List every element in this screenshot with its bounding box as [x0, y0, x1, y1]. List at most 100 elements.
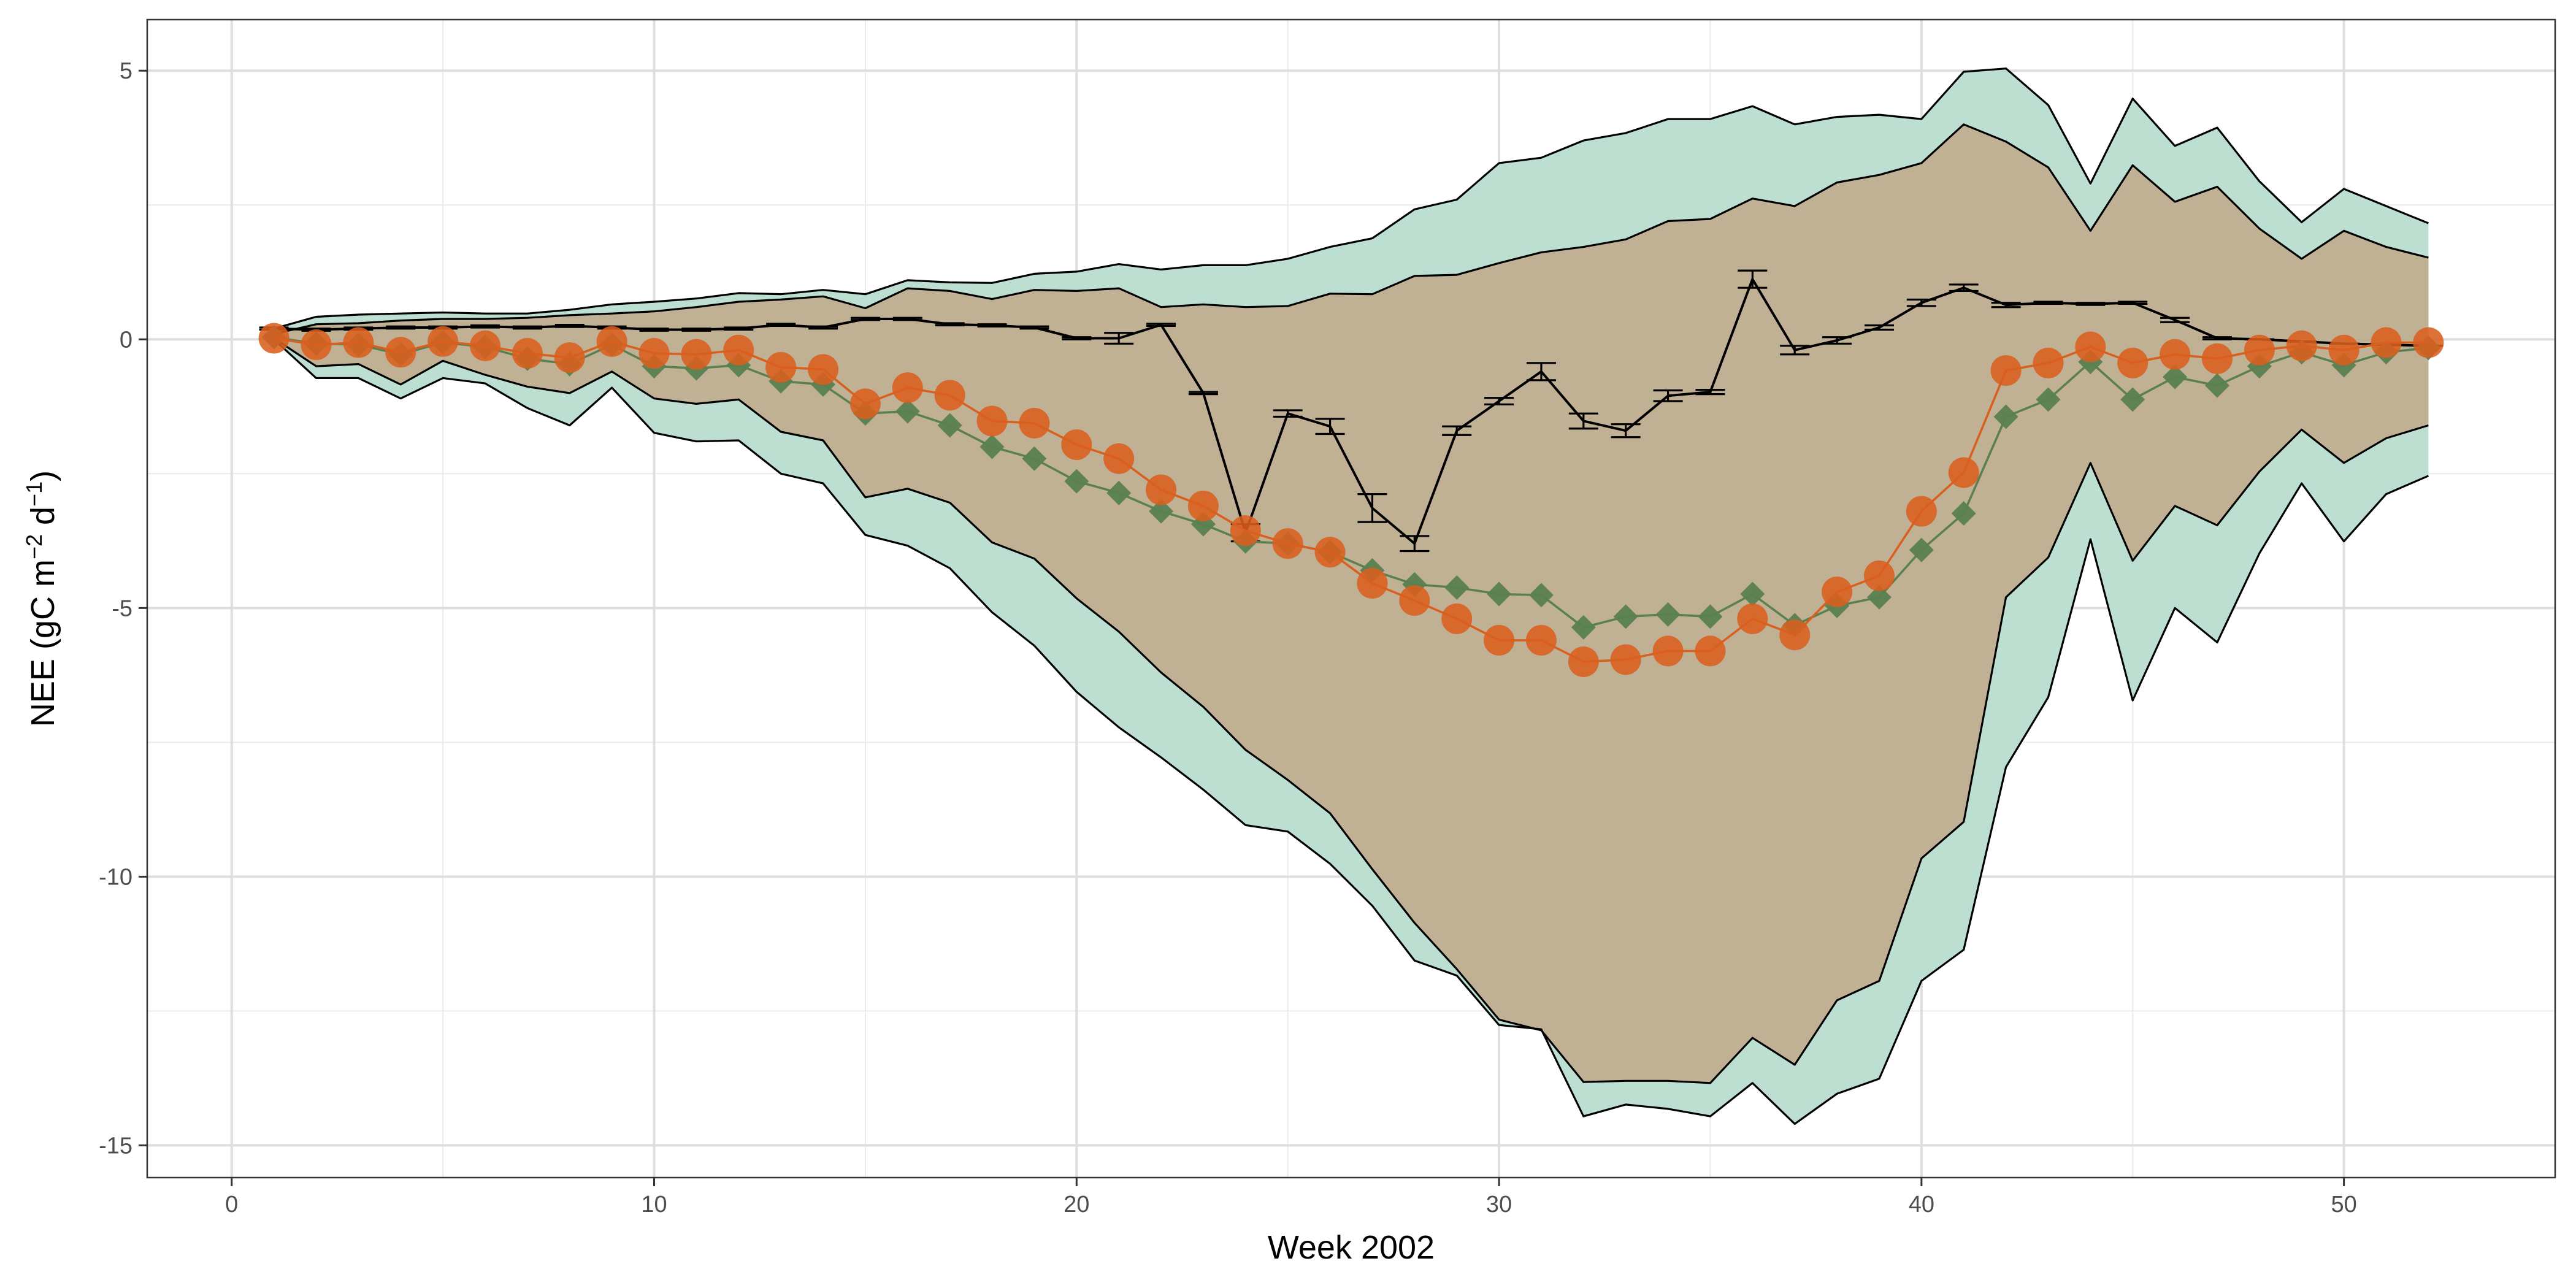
y-axis-ticks: -15 -10 -5 0 5 [99, 58, 147, 1159]
y-axis-title-sup1: −2 [21, 534, 47, 559]
circle-point [723, 334, 754, 366]
y-tick-label: -10 [99, 864, 132, 890]
circle-point [1441, 603, 1473, 634]
circle-point [1357, 568, 1388, 599]
circle-point [934, 380, 965, 411]
circle-point [1525, 624, 1557, 656]
circle-point [301, 329, 332, 361]
y-tick-label: -15 [99, 1133, 132, 1159]
diamond-point [1444, 575, 1470, 600]
band-edge-outer-upper [274, 67, 2429, 330]
x-tick-label: 50 [2331, 1192, 2356, 1217]
y-tick-label: 5 [120, 58, 132, 84]
circle-point [554, 342, 585, 374]
circle-point [1948, 457, 1979, 488]
diamond-point [1993, 404, 2018, 429]
x-tick-label: 10 [641, 1192, 667, 1217]
diamond-point [1951, 501, 1976, 526]
errorbar-series-line [274, 278, 2429, 545]
circle-point [343, 327, 374, 358]
circle-point [1187, 490, 1219, 521]
panel-border [146, 18, 2556, 1179]
circle-point [1779, 619, 1811, 651]
diamond-point [2204, 373, 2229, 398]
diamond-point [937, 413, 962, 438]
circle-series-line [274, 337, 2429, 663]
circle-point [2286, 330, 2317, 361]
circle-point [892, 372, 923, 404]
diamond-point [895, 399, 920, 424]
x-tick-label: 30 [1486, 1192, 1512, 1217]
diamond-point [1106, 480, 1132, 505]
diamond-point [1571, 615, 1596, 640]
circle-point [849, 388, 881, 420]
diamond-point [979, 434, 1005, 459]
x-tick-label: 40 [1909, 1192, 1934, 1217]
circle-point [2201, 343, 2233, 374]
circle-point [1272, 528, 1303, 559]
band-edge-inner-lower [273, 337, 2429, 1084]
circle-point [1399, 585, 1430, 616]
circle-point [2328, 334, 2359, 366]
x-axis-title: Week 2002 [1268, 1229, 1435, 1266]
diamond-point [1487, 581, 1512, 607]
diamond-point [1909, 537, 1934, 562]
x-tick-label: 20 [1064, 1192, 1089, 1217]
diamond-point [2036, 387, 2061, 412]
diamond-series-line [274, 336, 2429, 629]
circle-point [1103, 443, 1135, 474]
circle-point [2371, 327, 2402, 358]
circle-point [427, 326, 459, 357]
y-axis-title-end: ) [25, 470, 61, 481]
diamond-point [1149, 499, 1174, 524]
circle-point [2075, 331, 2106, 362]
y-axis-title-mid: d [25, 507, 61, 534]
circle-point [1695, 635, 1726, 667]
diamond-point [1613, 604, 1638, 629]
circle-point [512, 338, 543, 369]
diamond-point [2163, 364, 2188, 389]
circle-point [1737, 603, 1768, 634]
circle-point [2244, 334, 2275, 366]
band-edge-inner-upper [274, 123, 2429, 335]
circle-point [976, 405, 1008, 437]
circle-point [1484, 624, 1515, 656]
y-axis-title-main: NEE (gC m [25, 559, 61, 727]
diamond-point [1022, 446, 1047, 471]
circle-point [1863, 560, 1895, 591]
circle-point [1822, 577, 1853, 608]
diamond-point [1740, 581, 1765, 607]
circle-point [470, 330, 501, 361]
circle-point [1906, 496, 1937, 527]
circle-point [1314, 537, 1346, 568]
circle-point [765, 351, 797, 383]
circle-point [1568, 646, 1599, 677]
circle-point [681, 339, 712, 370]
y-tick-label: 0 [120, 327, 132, 353]
circle-point [1652, 635, 1684, 667]
circle-point [2413, 327, 2444, 358]
band-edge-outer-lower [273, 339, 2429, 1125]
diamond-point [1698, 604, 1723, 629]
circle-point [1146, 474, 1177, 505]
circle-series [258, 323, 2444, 677]
x-axis-ticks: 0 10 20 30 40 50 [225, 1178, 2357, 1217]
y-axis-title: NEE (gC m−2 d−1) [21, 470, 61, 727]
circle-point [596, 326, 627, 357]
diamond-point [2120, 387, 2145, 412]
circle-point [808, 354, 839, 385]
diamond-point [1064, 469, 1089, 494]
circle-point [1019, 407, 1050, 439]
circle-point [1230, 515, 1261, 546]
circle-point [2033, 347, 2064, 378]
circle-point [1061, 429, 1092, 460]
circle-point [1610, 644, 1641, 675]
circle-point [2117, 347, 2149, 378]
circle-point [2160, 339, 2191, 370]
y-axis-title-sup2: −1 [21, 481, 47, 507]
y-tick-label: -5 [112, 596, 132, 621]
circle-point [638, 338, 670, 369]
circle-point [385, 337, 416, 368]
diamond-point [1528, 583, 1554, 608]
